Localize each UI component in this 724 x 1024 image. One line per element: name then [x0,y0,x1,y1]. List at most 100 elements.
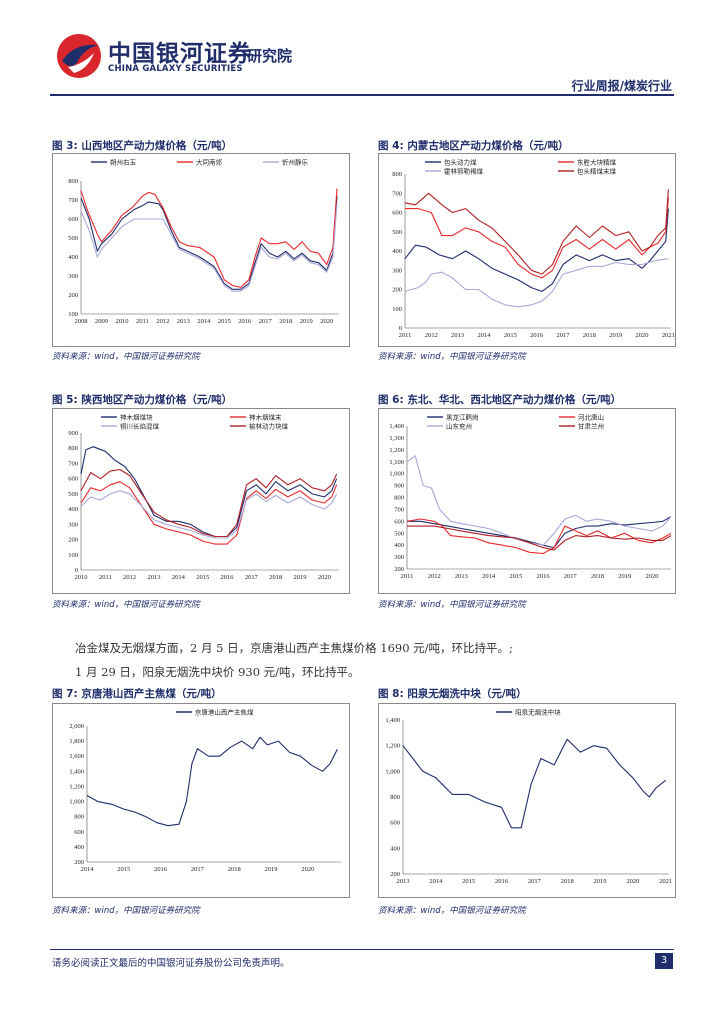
y-tick-label: 300 [394,554,404,561]
x-tick-label: 2016 [537,573,551,580]
figure-6-chart: 200 300 400 500 600 700 800 900 1,000 1,100 1,200 1… [378,408,676,594]
figure-4-svg: 0 100 200 300 400 500 600 700 800 2011 2012 2013 201… [392,157,675,339]
y-tick-label: 400 [74,844,84,851]
legend-label-2: 忻州静乐 [282,157,309,166]
x-tick-label: 2021 [662,332,675,339]
x-tick-label: 2017 [564,573,578,580]
x-tick-label: 2011 [401,573,414,580]
figure-6-title: 图 6: 东北、华北、西北地区产动力煤价格（元/吨） [378,394,622,406]
y-tick-label: 600 [394,518,404,525]
series-line-0 [80,196,338,290]
legend-label-1: 河北唐山 [578,412,604,421]
x-tick-label: 2018 [591,573,604,580]
y-tick-label: 600 [390,820,400,827]
legend-label-1: 东胜大块精煤 [577,157,617,166]
x-tick-label: 2015 [504,332,517,339]
x-tick-label: 2021 [659,878,672,885]
legend-label-1: 神木烟煤末 [249,412,282,421]
y-tick-label: 800 [394,495,404,502]
x-tick-label: 2013 [455,573,468,580]
y-tick-label: 1,100 [389,459,404,466]
x-tick-label: 2019 [594,878,607,885]
x-tick-label: 2020 [320,318,333,325]
y-tick-label: 1,800 [69,738,84,745]
y-tick-label: 1,400 [69,768,84,775]
y-tick-label: 200 [68,537,78,544]
figure-4-title: 图 4: 内蒙古地区产动力煤价格（元/吨） [378,140,569,152]
y-tick-label: 1,400 [385,717,400,724]
x-tick-label: 2014 [81,866,95,873]
y-tick-label: 300 [68,273,78,280]
y-tick-label: 100 [392,306,402,313]
y-tick-label: 200 [392,287,402,294]
x-tick-label: 2011 [99,574,112,581]
legend-label-3: 甘肃兰州 [578,421,604,430]
y-tick-label: 1,600 [69,753,84,760]
institute-name: 研究院 [247,47,293,65]
y-tick-label: 400 [68,254,78,261]
series-line-0 [407,516,672,549]
series-line-0 [404,208,669,292]
series-line-2 [80,203,338,292]
y-tick-label: 500 [68,235,78,242]
figure-6-source: 资料来源：wind，中国银河证券研究院 [378,600,526,610]
y-tick-label: 400 [394,542,404,549]
x-tick-label: 2016 [495,878,509,885]
figure-4-source: 资料来源：wind，中国银河证券研究院 [378,352,526,362]
y-tick-label: 700 [68,197,78,204]
galaxy-logo-icon [57,34,101,78]
disclaimer-note: 请务必阅读正文最后的中国银河证券股份公司免责声明。 [52,958,290,969]
series-line-3 [80,468,338,538]
legend-label-0: 神木烟煤块 [120,412,153,421]
series-line-3 [404,189,669,275]
y-tick-label: 600 [74,829,84,836]
y-tick-label: 1,000 [389,471,404,478]
x-tick-label: 2010 [75,574,88,581]
report-type-label: 行业周报/煤炭行业 [571,79,672,93]
y-tick-label: 800 [68,178,78,185]
legend-label-3: 包头精煤末煤 [577,166,617,175]
page-number: 3 [655,953,673,969]
figure-5-title: 图 5: 陕西地区产动力煤价格（元/吨） [52,394,233,406]
x-tick-label: 2014 [197,318,211,325]
x-tick-label: 2012 [428,573,441,580]
y-tick-label: 100 [68,552,78,559]
x-tick-label: 2014 [482,573,496,580]
y-tick-label: 600 [68,476,78,483]
y-tick-label: 400 [392,248,402,255]
x-tick-label: 2018 [269,574,282,581]
y-tick-label: 1,000 [69,799,84,806]
y-tick-label: 500 [392,229,402,236]
x-tick-label: 2012 [425,332,438,339]
series-line-2 [406,455,672,546]
x-tick-label: 2014 [429,878,443,885]
y-tick-label: 1,200 [389,447,404,454]
y-tick-label: 500 [68,491,78,498]
figure-4-chart: 0 100 200 300 400 500 600 700 800 2011 2012 2013 201… [378,153,676,347]
series-line-1 [80,188,338,288]
y-tick-label: 200 [68,292,78,299]
series-line-0 [86,736,338,827]
y-tick-label: 1,000 [385,768,400,775]
x-tick-label: 2020 [301,866,314,873]
x-tick-label: 2013 [397,878,410,885]
y-tick-label: 800 [68,445,78,452]
x-tick-label: 2019 [294,574,307,581]
x-tick-label: 2017 [245,574,259,581]
series-line-3 [407,525,672,551]
x-tick-label: 2015 [218,318,231,325]
y-tick-label: 0 [399,325,402,332]
series-line-0 [402,738,667,829]
y-tick-label: 700 [392,190,402,197]
y-tick-label: 200 [74,859,84,866]
y-tick-label: 400 [68,506,78,513]
x-tick-label: 2015 [196,574,209,581]
figure-7-svg: 200 400 600 800 1,000 1,200 1,400 1,600 1,800 2,0… [69,707,341,873]
footer-divider [50,949,674,950]
y-tick-label: 100 [68,311,78,318]
legend-label-0: 黑龙江鹤岗 [446,412,479,421]
series-line-1 [80,481,338,545]
x-tick-label: 2019 [265,866,278,873]
figure-5-source: 资料来源：wind，中国银河证券研究院 [52,600,200,610]
series-line-2 [80,490,338,539]
